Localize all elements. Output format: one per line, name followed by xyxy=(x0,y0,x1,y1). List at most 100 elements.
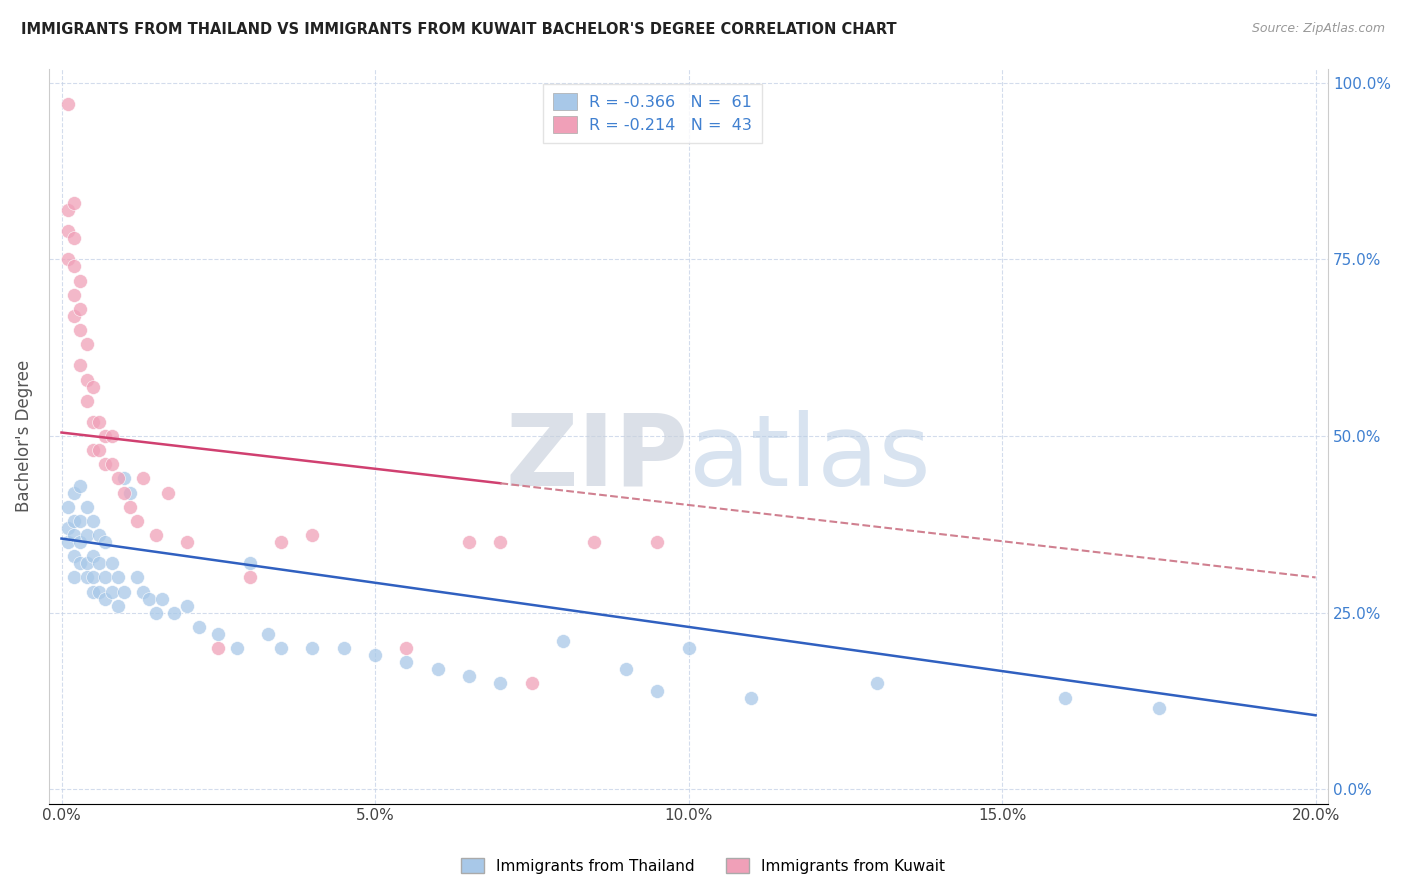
Text: ZIP: ZIP xyxy=(506,409,689,507)
Point xyxy=(69,514,91,528)
Point xyxy=(63,195,86,210)
Point xyxy=(82,549,104,564)
Point xyxy=(125,514,148,528)
Point xyxy=(100,557,122,571)
Point xyxy=(63,309,86,323)
Legend: Immigrants from Thailand, Immigrants from Kuwait: Immigrants from Thailand, Immigrants fro… xyxy=(456,852,950,880)
Point xyxy=(257,627,280,641)
Point xyxy=(520,676,543,690)
Point xyxy=(132,471,155,485)
Point xyxy=(645,683,668,698)
Point xyxy=(740,690,762,705)
Point xyxy=(76,557,98,571)
Point xyxy=(1147,701,1170,715)
Point xyxy=(82,514,104,528)
Point xyxy=(69,301,91,316)
Point xyxy=(107,471,129,485)
Point xyxy=(76,528,98,542)
Point xyxy=(89,443,111,458)
Point xyxy=(553,634,575,648)
Point xyxy=(426,662,449,676)
Point xyxy=(100,429,122,443)
Point xyxy=(239,570,262,584)
Point xyxy=(89,528,111,542)
Point xyxy=(82,584,104,599)
Point xyxy=(56,252,79,267)
Y-axis label: Bachelor's Degree: Bachelor's Degree xyxy=(15,360,32,512)
Point xyxy=(458,669,481,683)
Point xyxy=(69,274,91,288)
Point xyxy=(163,606,186,620)
Point xyxy=(176,535,198,549)
Point xyxy=(395,641,418,656)
Point xyxy=(614,662,637,676)
Point xyxy=(125,570,148,584)
Point xyxy=(82,379,104,393)
Text: Source: ZipAtlas.com: Source: ZipAtlas.com xyxy=(1251,22,1385,36)
Point xyxy=(678,641,700,656)
Point xyxy=(107,570,129,584)
Point xyxy=(145,528,167,542)
Point xyxy=(270,535,292,549)
Point xyxy=(89,584,111,599)
Text: IMMIGRANTS FROM THAILAND VS IMMIGRANTS FROM KUWAIT BACHELOR'S DEGREE CORRELATION: IMMIGRANTS FROM THAILAND VS IMMIGRANTS F… xyxy=(21,22,897,37)
Point xyxy=(56,202,79,217)
Point xyxy=(364,648,387,663)
Point xyxy=(56,500,79,514)
Point xyxy=(239,557,262,571)
Point xyxy=(76,337,98,351)
Text: atlas: atlas xyxy=(689,409,931,507)
Point xyxy=(63,570,86,584)
Point xyxy=(76,570,98,584)
Point xyxy=(176,599,198,613)
Point xyxy=(157,485,180,500)
Point xyxy=(56,224,79,238)
Point xyxy=(207,627,229,641)
Point xyxy=(76,372,98,386)
Point xyxy=(100,458,122,472)
Point xyxy=(82,415,104,429)
Point xyxy=(94,535,117,549)
Point xyxy=(1053,690,1076,705)
Point xyxy=(112,584,135,599)
Point xyxy=(63,260,86,274)
Point xyxy=(94,429,117,443)
Point xyxy=(395,655,418,669)
Point xyxy=(69,359,91,373)
Point xyxy=(63,528,86,542)
Point xyxy=(489,535,512,549)
Point xyxy=(458,535,481,549)
Point xyxy=(107,599,129,613)
Point xyxy=(120,500,142,514)
Point xyxy=(69,478,91,492)
Point xyxy=(89,557,111,571)
Point xyxy=(270,641,292,656)
Point xyxy=(112,471,135,485)
Point xyxy=(63,514,86,528)
Point xyxy=(145,606,167,620)
Point xyxy=(301,641,323,656)
Point xyxy=(866,676,889,690)
Point xyxy=(56,521,79,535)
Point xyxy=(56,96,79,111)
Point xyxy=(63,231,86,245)
Legend: R = -0.366   N =  61, R = -0.214   N =  43: R = -0.366 N = 61, R = -0.214 N = 43 xyxy=(543,84,762,143)
Point xyxy=(132,584,155,599)
Point xyxy=(69,557,91,571)
Point xyxy=(76,500,98,514)
Point xyxy=(82,570,104,584)
Point xyxy=(63,485,86,500)
Point xyxy=(112,485,135,500)
Point xyxy=(226,641,249,656)
Point xyxy=(94,458,117,472)
Point xyxy=(82,443,104,458)
Point xyxy=(120,485,142,500)
Point xyxy=(332,641,354,656)
Point xyxy=(89,415,111,429)
Point xyxy=(94,591,117,606)
Point xyxy=(94,570,117,584)
Point xyxy=(301,528,323,542)
Point xyxy=(583,535,606,549)
Point xyxy=(489,676,512,690)
Point xyxy=(63,287,86,301)
